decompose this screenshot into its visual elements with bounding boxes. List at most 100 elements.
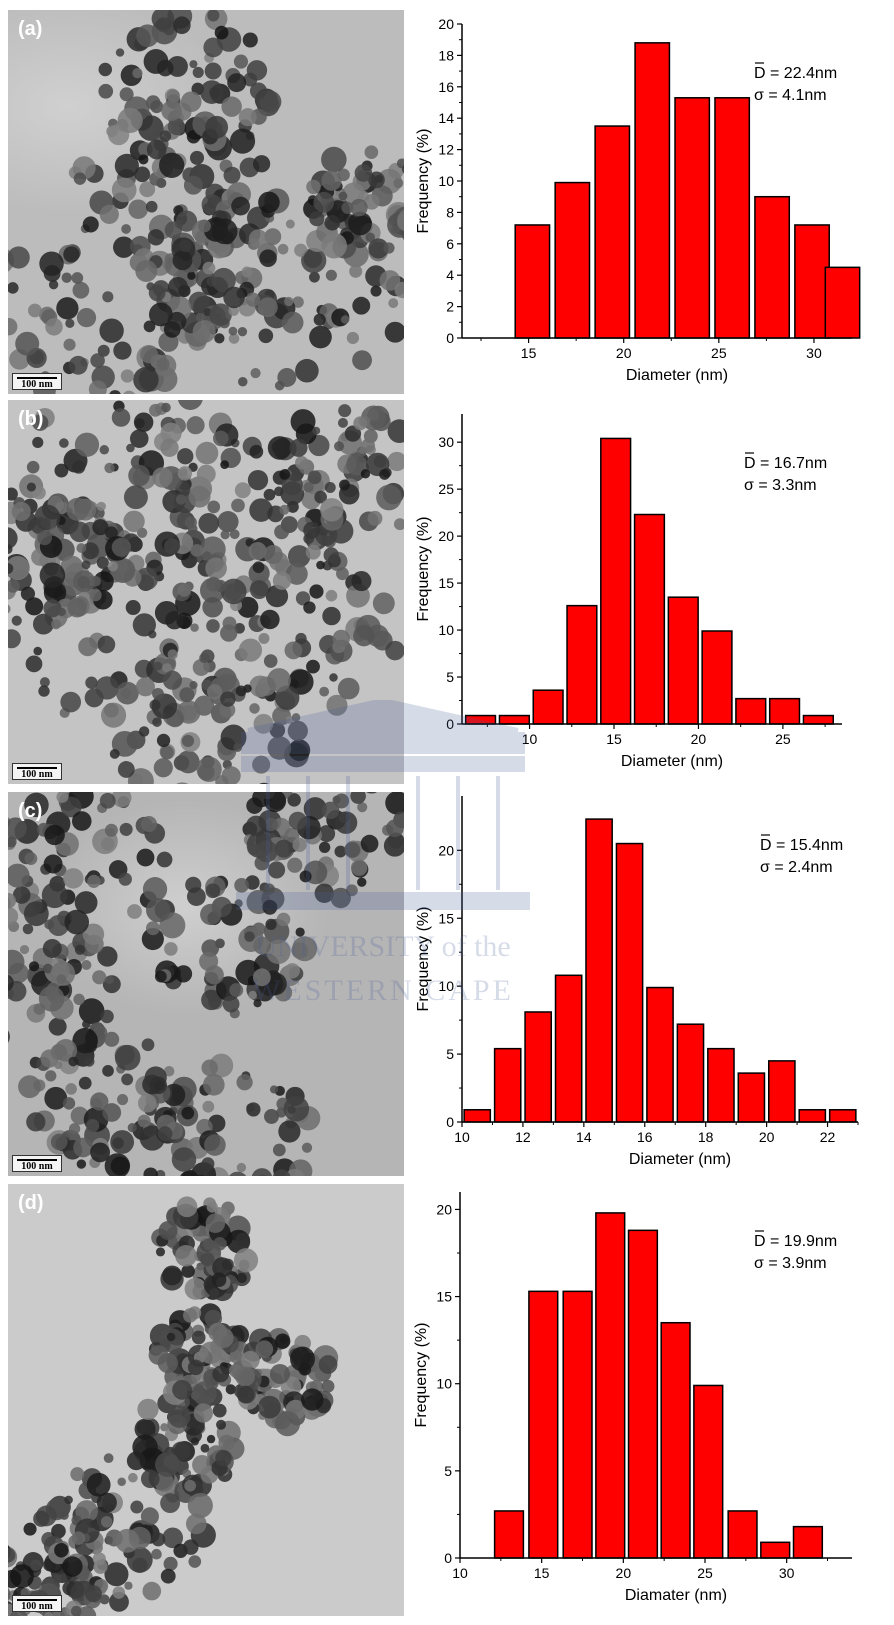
tem-particle	[32, 437, 43, 448]
tem-particle	[45, 318, 62, 335]
tem-particle	[200, 904, 221, 925]
tem-particle	[58, 608, 66, 616]
tem-particle	[253, 155, 270, 172]
tem-particle	[213, 1328, 233, 1348]
tem-particle	[275, 840, 293, 858]
tem-particle	[264, 654, 278, 668]
tem-particle	[209, 1288, 219, 1298]
tem-particle	[231, 197, 250, 216]
tem-particle	[331, 888, 351, 908]
tem-particle	[69, 356, 88, 375]
tem-particle	[149, 1077, 167, 1095]
tem-particle	[291, 942, 308, 959]
y-tick-label: 10	[436, 1376, 452, 1392]
tem-particle	[63, 339, 75, 351]
tem-particle	[224, 167, 241, 184]
tem-particle	[220, 691, 235, 706]
tem-particle	[121, 369, 134, 382]
y-axis-label: Frequency (%)	[413, 1323, 430, 1428]
tem-particle	[151, 1549, 162, 1560]
tem-particle	[221, 530, 230, 539]
tem-particle	[379, 469, 390, 480]
tem-particle	[326, 590, 338, 602]
tem-particle	[309, 326, 332, 349]
tem-particle	[160, 746, 174, 760]
tem-particle	[172, 1380, 192, 1400]
tem-particle	[140, 346, 158, 364]
histogram-bar	[495, 1049, 521, 1122]
tem-particle	[321, 147, 347, 173]
tem-particle	[320, 498, 343, 521]
tem-particle	[207, 1435, 215, 1443]
tem-particle	[8, 282, 19, 294]
tem-particle	[90, 1092, 108, 1110]
tem-particle	[264, 818, 277, 831]
tem-particle	[59, 438, 69, 448]
tem-particle	[179, 687, 194, 702]
x-tick-label: 22	[820, 1129, 836, 1145]
x-axis-label: Diameter (nm)	[626, 367, 728, 384]
tem-particle	[200, 80, 224, 104]
x-tick-label: 25	[697, 1565, 713, 1581]
tem-particle	[212, 1366, 229, 1383]
tem-particle	[373, 592, 395, 614]
tem-particle	[8, 318, 17, 335]
tem-particle	[316, 561, 325, 570]
tem-particle	[287, 858, 302, 873]
tem-particle	[133, 613, 156, 636]
y-tick-label: 5	[446, 669, 454, 685]
tem-particle	[258, 633, 269, 644]
tem-particle	[112, 538, 131, 557]
tem-particle	[365, 145, 379, 159]
histogram-bar	[533, 690, 563, 724]
histogram-bar	[708, 1049, 734, 1122]
tem-particle	[189, 681, 197, 689]
tem-particle	[366, 233, 375, 242]
tem-particle	[168, 1405, 190, 1427]
tem-particle	[126, 600, 141, 615]
tem-particle	[160, 439, 178, 457]
x-tick-label: 30	[806, 345, 822, 361]
histogram-bar	[515, 225, 549, 338]
tem-particle	[184, 1480, 196, 1492]
tem-particle	[254, 714, 274, 734]
tem-particle	[267, 668, 291, 692]
tem-particle	[162, 1265, 182, 1285]
tem-particle	[376, 485, 402, 511]
histogram-bar	[466, 716, 496, 724]
tem-particle	[185, 877, 201, 893]
tem-particle	[223, 996, 240, 1013]
y-tick-label: 2	[446, 299, 454, 315]
tem-particle	[82, 560, 91, 569]
histogram-bar	[825, 267, 859, 338]
tem-particle	[92, 519, 108, 535]
tem-particle	[291, 409, 316, 434]
tem-particle	[185, 516, 197, 528]
tem-particle	[249, 498, 272, 521]
tem-particle	[289, 812, 307, 830]
mean-diameter-label: D = 22.4nm	[754, 65, 837, 82]
tem-particle	[8, 527, 18, 549]
tem-particle	[361, 835, 379, 853]
tem-particle	[110, 1130, 134, 1154]
histogram-bar	[464, 1110, 490, 1122]
tem-particle	[26, 655, 43, 672]
tem-particle	[69, 522, 90, 543]
tem-particle	[102, 291, 113, 302]
tem-particle	[238, 327, 247, 336]
tem-particle	[66, 498, 89, 521]
tem-particle	[277, 913, 291, 927]
tem-particle	[200, 1252, 214, 1266]
tem-particle	[104, 463, 114, 473]
tem-particle	[229, 983, 243, 997]
tem-particle	[322, 1380, 335, 1393]
tem-particle	[135, 260, 157, 282]
tem-particle	[347, 332, 359, 344]
x-tick-label: 15	[606, 731, 622, 747]
tem-particle	[277, 368, 296, 387]
tem-particle	[26, 1112, 45, 1131]
tem-particle	[101, 1516, 112, 1527]
tem-particle	[249, 229, 268, 248]
tem-particle	[64, 910, 89, 935]
tem-particle	[108, 561, 118, 571]
